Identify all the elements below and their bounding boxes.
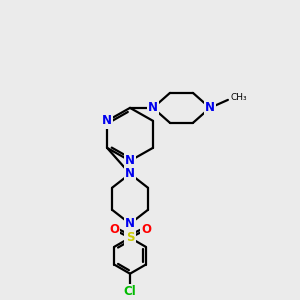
Text: O: O <box>141 223 151 236</box>
Text: O: O <box>109 223 119 236</box>
Text: CH₃: CH₃ <box>231 93 247 102</box>
Text: N: N <box>125 154 135 167</box>
Text: Cl: Cl <box>124 285 136 298</box>
Text: N: N <box>125 217 135 230</box>
Text: N: N <box>148 101 158 114</box>
Text: N: N <box>125 167 135 180</box>
Text: S: S <box>126 231 134 244</box>
Text: N: N <box>205 101 215 114</box>
Text: N: N <box>102 114 112 128</box>
